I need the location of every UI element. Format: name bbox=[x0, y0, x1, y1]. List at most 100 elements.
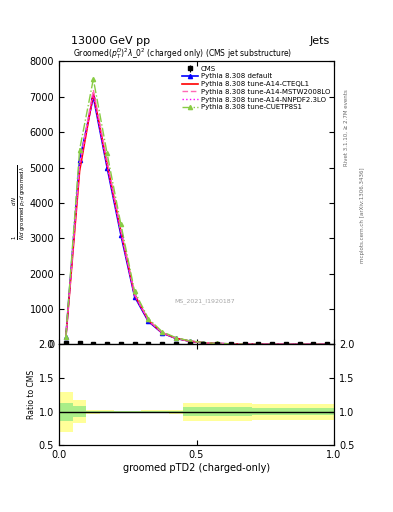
Pythia 8.308 tune-A14-CTEQL1 bbox=[64, 335, 68, 341]
X-axis label: groomed pTD2 (charged-only): groomed pTD2 (charged-only) bbox=[123, 463, 270, 473]
Pythia 8.308 default bbox=[119, 231, 123, 238]
Pythia 8.308 tune-CUETP8S1 bbox=[132, 288, 137, 294]
Bar bbox=[73, 407, 86, 417]
Pythia 8.308 tune-A14-NNPDF2.3LO bbox=[270, 341, 275, 347]
Pythia 8.308 tune-A14-MSTW2008LO bbox=[77, 161, 82, 167]
Bar bbox=[155, 411, 169, 413]
Pythia 8.308 default bbox=[201, 340, 206, 346]
Pythia 8.308 tune-A14-CTEQL1 bbox=[77, 168, 82, 174]
Pythia 8.308 default bbox=[105, 164, 109, 170]
Pythia 8.308 default bbox=[298, 342, 302, 348]
Pythia 8.308 tune-A14-MSTW2008LO bbox=[215, 340, 219, 347]
Pythia 8.308 tune-A14-MSTW2008LO bbox=[132, 291, 137, 297]
Pythia 8.308 tune-A14-MSTW2008LO bbox=[187, 338, 192, 344]
Y-axis label: $\frac{1}{N}\frac{dN}{d\,\mathrm{groomed}\,p_T\,d\,\mathrm{groomed}\,\lambda}$: $\frac{1}{N}\frac{dN}{d\,\mathrm{groomed… bbox=[10, 165, 27, 241]
Y-axis label: Ratio to CMS: Ratio to CMS bbox=[27, 370, 36, 419]
Pythia 8.308 tune-A14-MSTW2008LO bbox=[256, 341, 261, 347]
Pythia 8.308 tune-CUETP8S1 bbox=[91, 76, 96, 82]
Pythia 8.308 tune-A14-MSTW2008LO bbox=[105, 157, 109, 163]
Bar bbox=[238, 403, 252, 420]
Pythia 8.308 tune-A14-CTEQL1 bbox=[215, 340, 219, 347]
Line: Pythia 8.308 default: Pythia 8.308 default bbox=[64, 95, 329, 347]
Pythia 8.308 tune-CUETP8S1 bbox=[229, 341, 233, 347]
Pythia 8.308 tune-A14-CTEQL1 bbox=[119, 228, 123, 234]
Bar bbox=[100, 411, 114, 413]
Pythia 8.308 tune-CUETP8S1 bbox=[215, 340, 219, 347]
Pythia 8.308 default bbox=[325, 342, 330, 348]
Pythia 8.308 tune-A14-CTEQL1 bbox=[105, 161, 109, 167]
Pythia 8.308 default bbox=[215, 340, 219, 347]
Pythia 8.308 tune-CUETP8S1 bbox=[187, 338, 192, 344]
Pythia 8.308 tune-A14-MSTW2008LO bbox=[325, 342, 330, 348]
Pythia 8.308 tune-A14-NNPDF2.3LO bbox=[215, 340, 219, 347]
Bar bbox=[128, 411, 141, 413]
Pythia 8.308 default bbox=[242, 341, 247, 347]
Pythia 8.308 default bbox=[187, 338, 192, 344]
Pythia 8.308 tune-CUETP8S1 bbox=[105, 151, 109, 157]
Pythia 8.308 tune-A14-MSTW2008LO bbox=[146, 317, 151, 323]
Pythia 8.308 tune-A14-NNPDF2.3LO bbox=[311, 342, 316, 348]
Pythia 8.308 tune-CUETP8S1 bbox=[242, 341, 247, 347]
Bar bbox=[252, 409, 265, 415]
Bar bbox=[320, 403, 334, 420]
Bar bbox=[86, 411, 100, 413]
Bar bbox=[320, 409, 334, 415]
Pythia 8.308 tune-A14-NNPDF2.3LO bbox=[298, 342, 302, 348]
Bar bbox=[183, 407, 196, 416]
Pythia 8.308 default bbox=[64, 334, 68, 340]
Bar bbox=[169, 410, 183, 414]
Pythia 8.308 tune-A14-MSTW2008LO bbox=[311, 342, 316, 348]
Pythia 8.308 tune-CUETP8S1 bbox=[174, 335, 178, 341]
Pythia 8.308 tune-A14-CTEQL1 bbox=[146, 317, 151, 324]
Pythia 8.308 tune-A14-CTEQL1 bbox=[201, 339, 206, 346]
Pythia 8.308 default bbox=[91, 94, 96, 100]
Pythia 8.308 tune-A14-CTEQL1 bbox=[187, 338, 192, 344]
Bar bbox=[183, 403, 196, 420]
Pythia 8.308 tune-A14-MSTW2008LO bbox=[91, 87, 96, 93]
Pythia 8.308 tune-A14-MSTW2008LO bbox=[174, 335, 178, 341]
Pythia 8.308 tune-A14-CTEQL1 bbox=[311, 342, 316, 348]
Bar bbox=[141, 411, 155, 413]
Text: mcplots.cern.ch [arXiv:1306.3436]: mcplots.cern.ch [arXiv:1306.3436] bbox=[360, 167, 365, 263]
Bar bbox=[86, 410, 100, 414]
Pythia 8.308 tune-CUETP8S1 bbox=[77, 147, 82, 153]
Legend: CMS, Pythia 8.308 default, Pythia 8.308 tune-A14-CTEQL1, Pythia 8.308 tune-A14-M: CMS, Pythia 8.308 default, Pythia 8.308 … bbox=[182, 65, 331, 111]
Pythia 8.308 tune-CUETP8S1 bbox=[311, 342, 316, 348]
Text: Groomed$(p_T^D)^2\lambda\_0^2$ (charged only) (CMS jet substructure): Groomed$(p_T^D)^2\lambda\_0^2$ (charged … bbox=[73, 47, 292, 61]
Pythia 8.308 default bbox=[229, 341, 233, 347]
Pythia 8.308 tune-A14-NNPDF2.3LO bbox=[256, 341, 261, 347]
Bar bbox=[100, 411, 114, 413]
Line: Pythia 8.308 tune-A14-MSTW2008LO: Pythia 8.308 tune-A14-MSTW2008LO bbox=[66, 90, 327, 345]
Bar bbox=[252, 403, 265, 420]
Pythia 8.308 tune-A14-NNPDF2.3LO bbox=[174, 335, 178, 342]
Bar bbox=[169, 411, 183, 413]
Pythia 8.308 tune-A14-CTEQL1 bbox=[174, 335, 178, 342]
Bar bbox=[293, 403, 307, 420]
Pythia 8.308 tune-A14-NNPDF2.3LO bbox=[160, 330, 165, 336]
Pythia 8.308 tune-A14-MSTW2008LO bbox=[284, 342, 288, 348]
Pythia 8.308 tune-CUETP8S1 bbox=[160, 329, 165, 335]
Bar bbox=[307, 403, 320, 420]
Pythia 8.308 tune-CUETP8S1 bbox=[64, 334, 68, 340]
Pythia 8.308 tune-A14-CTEQL1 bbox=[284, 342, 288, 348]
Pythia 8.308 tune-A14-CTEQL1 bbox=[325, 342, 330, 348]
Bar bbox=[59, 403, 73, 420]
Pythia 8.308 tune-A14-CTEQL1 bbox=[229, 341, 233, 347]
Line: Pythia 8.308 tune-A14-NNPDF2.3LO: Pythia 8.308 tune-A14-NNPDF2.3LO bbox=[66, 95, 327, 345]
Pythia 8.308 tune-A14-CTEQL1 bbox=[256, 341, 261, 347]
Pythia 8.308 tune-A14-MSTW2008LO bbox=[119, 226, 123, 232]
Text: Jets: Jets bbox=[310, 36, 330, 46]
Pythia 8.308 tune-CUETP8S1 bbox=[256, 341, 261, 347]
Pythia 8.308 default bbox=[174, 335, 178, 342]
Pythia 8.308 tune-A14-NNPDF2.3LO bbox=[201, 339, 206, 346]
Pythia 8.308 default bbox=[77, 157, 82, 163]
Pythia 8.308 default bbox=[270, 341, 275, 347]
Bar bbox=[307, 409, 320, 415]
Pythia 8.308 tune-A14-NNPDF2.3LO bbox=[119, 230, 123, 236]
Bar bbox=[141, 411, 155, 413]
Bar bbox=[293, 409, 307, 415]
Pythia 8.308 tune-A14-NNPDF2.3LO bbox=[91, 92, 96, 98]
Pythia 8.308 tune-CUETP8S1 bbox=[270, 341, 275, 347]
Pythia 8.308 tune-A14-CTEQL1 bbox=[270, 341, 275, 347]
Pythia 8.308 tune-A14-NNPDF2.3LO bbox=[187, 338, 192, 344]
